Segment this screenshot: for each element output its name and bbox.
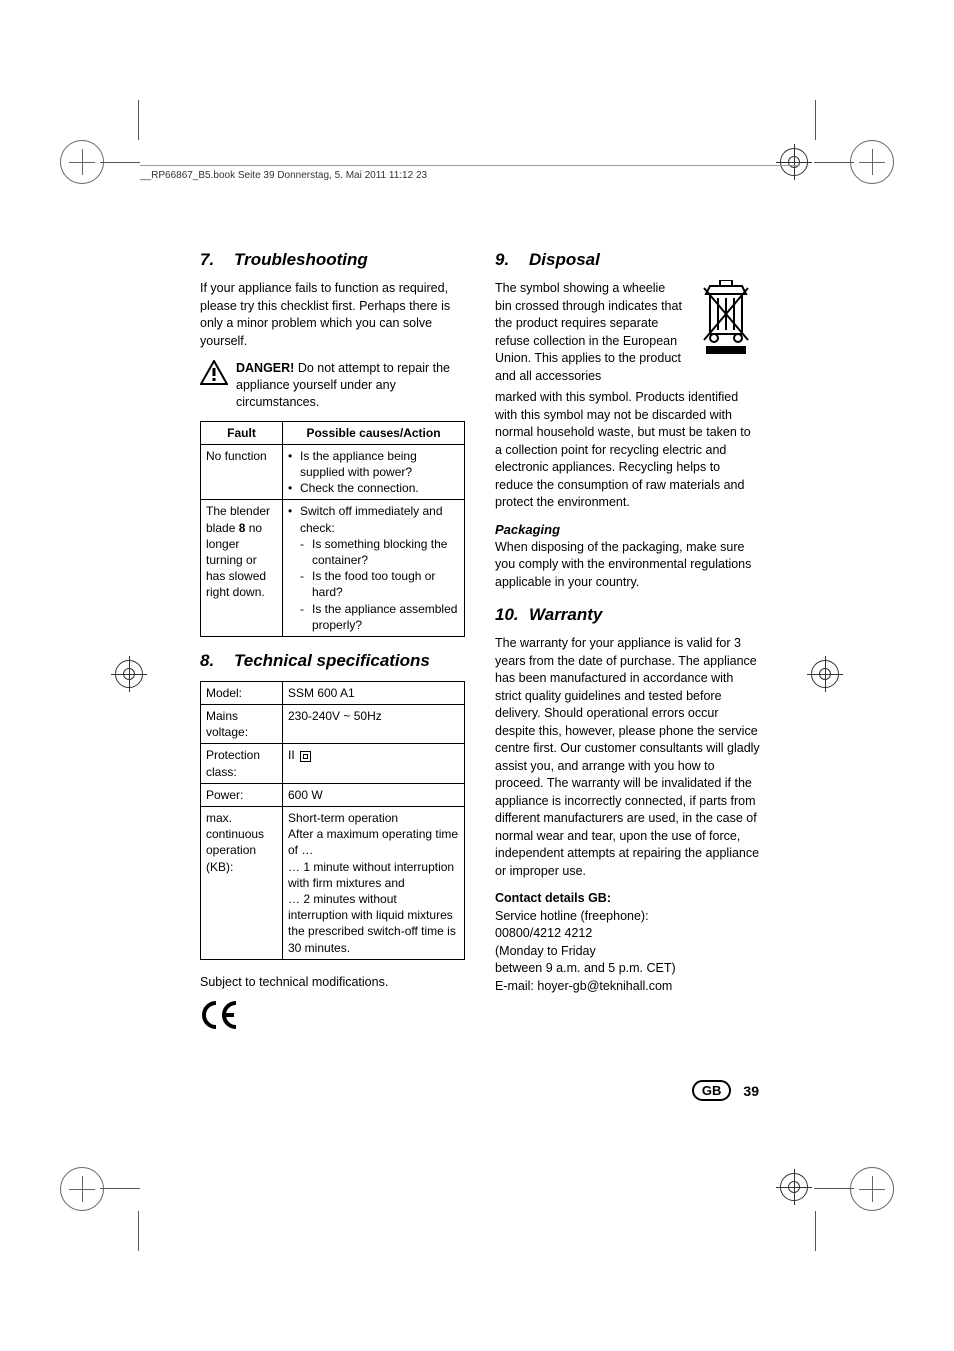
section-8-title: Technical specifications [234,651,430,670]
section-10-title: Warranty [529,605,602,624]
list-item: Is the food too tough or hard? [300,568,459,600]
spec-val: 230-240V ~ 50Hz [283,705,465,744]
danger-label: DANGER! [236,361,294,375]
danger-text-block: DANGER! Do not attempt to repair the app… [236,360,465,411]
section-7-intro: If your appliance fails to function as r… [200,280,465,350]
th-fault: Fault [201,421,283,444]
disposal-text-1: The symbol showing a wheelie bin crossed… [495,280,682,385]
page-number: 39 [743,1083,759,1099]
subject-note: Subject to technical modifications. [200,974,465,992]
list-item: Is something blocking the container? [300,536,459,568]
contact-block: Contact details GB: Service hotline (fre… [495,890,760,995]
running-head: __RP66867_B5.book Seite 39 Donnerstag, 5… [140,165,800,181]
section-8-heading: 8.Technical specifications [200,651,465,671]
fault-cell: No function [201,444,283,500]
table-row: max. continuous operation (KB): Short-te… [201,807,465,960]
spec-table: Model: SSM 600 A1 Mains voltage: 230-240… [200,681,465,960]
troubleshoot-table: Fault Possible causes/Action No function… [200,421,465,637]
list-item: Check the connection. [288,480,459,496]
ce-mark-icon [200,1001,465,1036]
warranty-text: The warranty for your appliance is valid… [495,635,760,880]
packaging-heading: Packaging [495,522,760,537]
action-cell: Switch off immediately and check: Is som… [283,500,465,637]
right-column: 9.Disposal The symbol showing a wheelie … [495,250,760,1036]
contact-line: Service hotline (freephone): [495,909,649,923]
region-badge: GB [692,1080,732,1101]
table-row: No function Is the appliance being suppl… [201,444,465,500]
spec-key: Protection class: [201,744,283,783]
section-10-heading: 10.Warranty [495,605,760,625]
section-7-title: Troubleshooting [234,250,368,269]
disposal-text-2: marked with this symbol. Products identi… [495,389,760,512]
spec-key: Mains voltage: [201,705,283,744]
danger-block: DANGER! Do not attempt to repair the app… [200,360,465,411]
table-row: The blender blade 8 no longer turning or… [201,500,465,637]
section-10-num: 10. [495,605,529,625]
class2-icon [300,751,311,762]
list-item: Is the appliance assembled properly? [300,601,459,633]
weee-bin-icon [692,280,760,395]
contact-line: E-mail: hoyer-gb@teknihall.com [495,979,672,993]
section-7-heading: 7.Troubleshooting [200,250,465,270]
warning-icon [200,360,228,411]
spec-key: Model: [201,681,283,704]
section-8-num: 8. [200,651,234,671]
table-row: Model: SSM 600 A1 [201,681,465,704]
list-item: Is the appliance being supplied with pow… [288,448,459,480]
fault-cell: The blender blade 8 no longer turning or… [201,500,283,637]
left-column: 7.Troubleshooting If your appliance fail… [200,250,465,1036]
spec-key: max. continuous operation (KB): [201,807,283,960]
contact-heading: Contact details GB: [495,891,611,905]
table-row: Mains voltage: 230-240V ~ 50Hz [201,705,465,744]
contact-line: 00800/4212 4212 [495,926,592,940]
spec-val: II [283,744,465,783]
table-row: Protection class: II [201,744,465,783]
th-action: Possible causes/Action [283,421,465,444]
runhead-text: __RP66867_B5.book Seite 39 Donnerstag, 5… [140,170,427,181]
disposal-block: The symbol showing a wheelie bin crossed… [495,280,760,395]
spec-key: Power: [201,783,283,806]
section-9-title: Disposal [529,250,600,269]
section-9-heading: 9.Disposal [495,250,760,270]
table-row: Power: 600 W [201,783,465,806]
contact-line: (Monday to Friday [495,944,596,958]
spec-val: 600 W [283,783,465,806]
spec-val: SSM 600 A1 [283,681,465,704]
section-9-num: 9. [495,250,529,270]
page-content: 7.Troubleshooting If your appliance fail… [200,250,760,1036]
list-item: Switch off immediately and check: Is som… [288,503,459,633]
contact-line: between 9 a.m. and 5 p.m. CET) [495,961,676,975]
packaging-text: When disposing of the packaging, make su… [495,539,760,592]
section-7-num: 7. [200,250,234,270]
action-cell: Is the appliance being supplied with pow… [283,444,465,500]
page-footer: GB 39 [692,1080,759,1101]
spec-val: Short-term operation After a maximum ope… [283,807,465,960]
